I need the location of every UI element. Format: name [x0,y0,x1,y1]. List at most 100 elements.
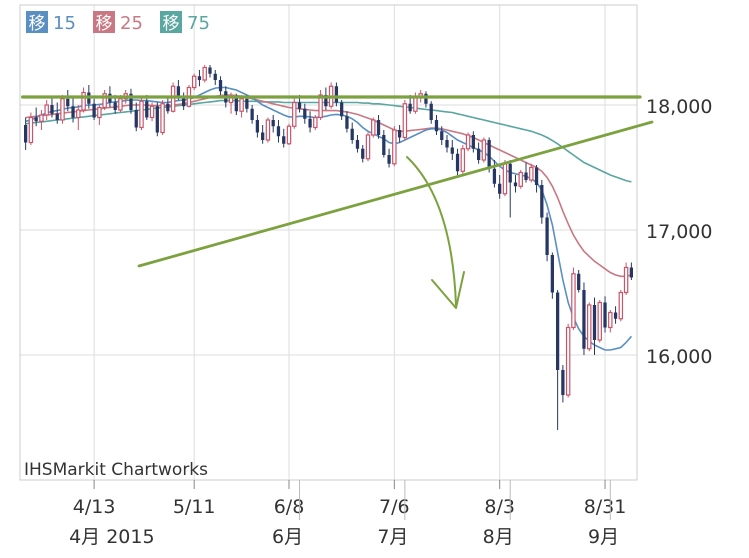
candle-body-down [471,135,475,149]
x-month-label: 8月 [483,526,514,548]
candle [445,135,449,153]
candle-body-down [34,117,38,122]
candle [434,115,439,135]
candle-body-up [402,103,408,139]
x-month-label: 9月 [588,526,619,548]
candle [202,65,207,83]
candle [565,323,571,398]
candle-body-down [92,103,96,118]
legend-item: 移 15 [26,11,76,34]
candle-body-down [271,120,275,127]
candle-body-down [340,102,344,117]
candle [66,90,70,112]
ma25-line [25,94,632,278]
candle-layer [24,65,633,430]
x-tick-label: 4/13 [73,496,116,518]
candle [71,97,75,123]
candle [50,97,54,118]
grid-layer [19,4,638,481]
candle-body-up [371,119,376,136]
candle-body-up [518,171,523,187]
candle [92,98,96,120]
legend-badge [160,11,182,33]
candle-body-up [118,98,123,111]
candle-body-up [623,266,629,294]
candle [498,175,502,199]
candle-body-down [282,136,286,144]
x-month-label: 4月 2015 [69,526,154,548]
candle [608,310,613,333]
candle-body-up [529,166,534,181]
candle-body-up [81,91,86,111]
candle-body-down [182,97,186,107]
candle [534,165,539,193]
candle-body-down [71,106,75,118]
candle [271,115,275,133]
candle [365,132,371,162]
candle [582,282,586,355]
candle [603,296,607,333]
candle-body-down [350,128,354,140]
candle-body-down [408,103,412,112]
x-month-label: 7月 [377,526,408,548]
candle [586,302,592,352]
trend-line [137,120,654,268]
candle-body-up [286,125,292,145]
candle-body-down [429,103,433,120]
candle [513,175,518,193]
plot-frame [19,4,638,481]
legend-item: 移 75 [160,11,210,34]
candle [28,112,34,145]
candle-body-down [303,108,307,119]
legend-badge-text: 移 [96,14,113,34]
candle-body-down [197,76,202,80]
candle [197,70,202,87]
candle [345,111,349,133]
x-tick-label: 5/11 [173,496,216,518]
candle-body-down [508,163,512,183]
candle [429,101,433,124]
candle [392,126,397,167]
candle [508,160,512,218]
annotation-layer [21,95,654,309]
candle [597,300,602,343]
candle [318,90,323,120]
candle-body-down [376,120,381,135]
y-tick-label: 17,000 [646,221,712,243]
candle [239,95,244,118]
candle [476,142,481,164]
candle [308,111,312,133]
candle [191,73,197,90]
y-tick-label: 16,000 [646,346,712,368]
candle-body-down [445,140,449,148]
candle-body-up [292,101,297,127]
candle [561,365,565,403]
candle-body-up [392,129,397,165]
candle-body-up [265,119,271,141]
arrow-head [431,271,465,309]
legend-badge-text: 移 [163,14,180,34]
candle [529,163,534,183]
candle [613,306,618,324]
candle-body-down [145,101,149,118]
candle-body-up [313,116,318,129]
candle [460,145,466,174]
candle-body-up [44,104,49,116]
candle-body-up [465,134,471,150]
candle-body-down [361,148,365,159]
candle-body-down [66,98,70,107]
candle [324,87,328,110]
candle-body-down [387,155,391,164]
candle-body-up [586,304,592,350]
candle-body-down [476,148,481,160]
candle-body-down [603,302,607,328]
candle-body-down [208,67,212,74]
candle-body-up [318,94,323,119]
candle [276,120,281,143]
candle [440,126,444,145]
candle-body-up [239,98,244,112]
candle [397,125,402,143]
candle [313,115,318,130]
candle [340,100,344,120]
